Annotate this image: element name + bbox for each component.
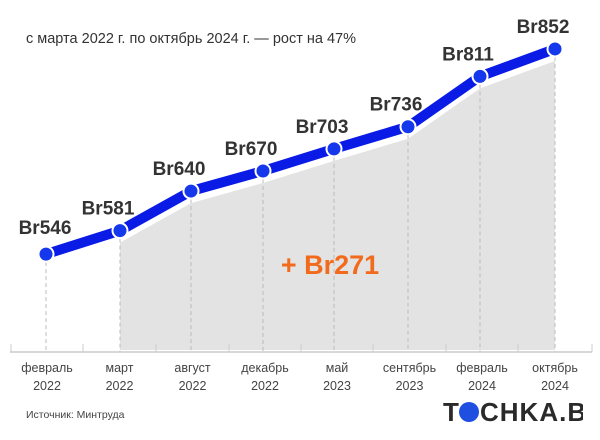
x-tick-label-month: май	[326, 361, 349, 375]
data-point	[182, 182, 200, 200]
data-point	[546, 40, 564, 58]
data-point	[471, 67, 489, 85]
data-point	[111, 222, 129, 240]
x-tick-label-month: декабрь	[241, 361, 289, 375]
logo: T CHKA.BY	[443, 397, 600, 434]
x-tick-label-month: февраль	[456, 361, 508, 375]
chart-subtitle: с марта 2022 г. по октябрь 2024 г. — рос…	[26, 31, 357, 47]
data-label: Br640	[153, 159, 206, 180]
data-point	[325, 140, 343, 158]
x-tick-label-year: 2022	[179, 379, 207, 393]
x-tick-label-month: сентябрь	[383, 361, 436, 375]
x-tick-label-year: 2023	[396, 379, 424, 393]
data-label: Br736	[370, 95, 423, 116]
x-tick-label-month: февраль	[21, 361, 73, 375]
source-note: Источник: Минтруда	[26, 409, 125, 421]
svg-text:T: T	[443, 397, 460, 427]
data-label: Br546	[19, 218, 72, 239]
logo-dot-icon	[459, 402, 479, 422]
data-label: Br852	[517, 17, 570, 38]
growth-annotation: + Br271	[281, 250, 379, 280]
series-line	[41, 43, 560, 260]
data-label: Br670	[225, 139, 278, 160]
data-point	[37, 245, 55, 263]
x-tick-label-month: октябрь	[532, 361, 578, 375]
x-tick-label-year: 2022	[106, 379, 134, 393]
data-point	[399, 118, 417, 136]
x-tick-label-month: март	[106, 361, 134, 375]
x-tick-label-year: 2022	[251, 379, 279, 393]
data-label: Br703	[296, 117, 349, 138]
shaded-area	[120, 60, 555, 350]
logo-graphic: T CHKA.BY	[443, 397, 600, 427]
data-label: Br811	[442, 44, 494, 65]
x-tick-label-year: 2023	[323, 379, 351, 393]
data-point	[254, 162, 272, 180]
x-tick-label-year: 2024	[468, 379, 496, 393]
data-label: Br581	[82, 199, 135, 220]
x-tick-label-year: 2022	[33, 379, 61, 393]
x-tick-label-month: август	[174, 361, 211, 375]
svg-text:CHKA.BY: CHKA.BY	[480, 397, 583, 427]
x-tick-label-year: 2024	[541, 379, 569, 393]
